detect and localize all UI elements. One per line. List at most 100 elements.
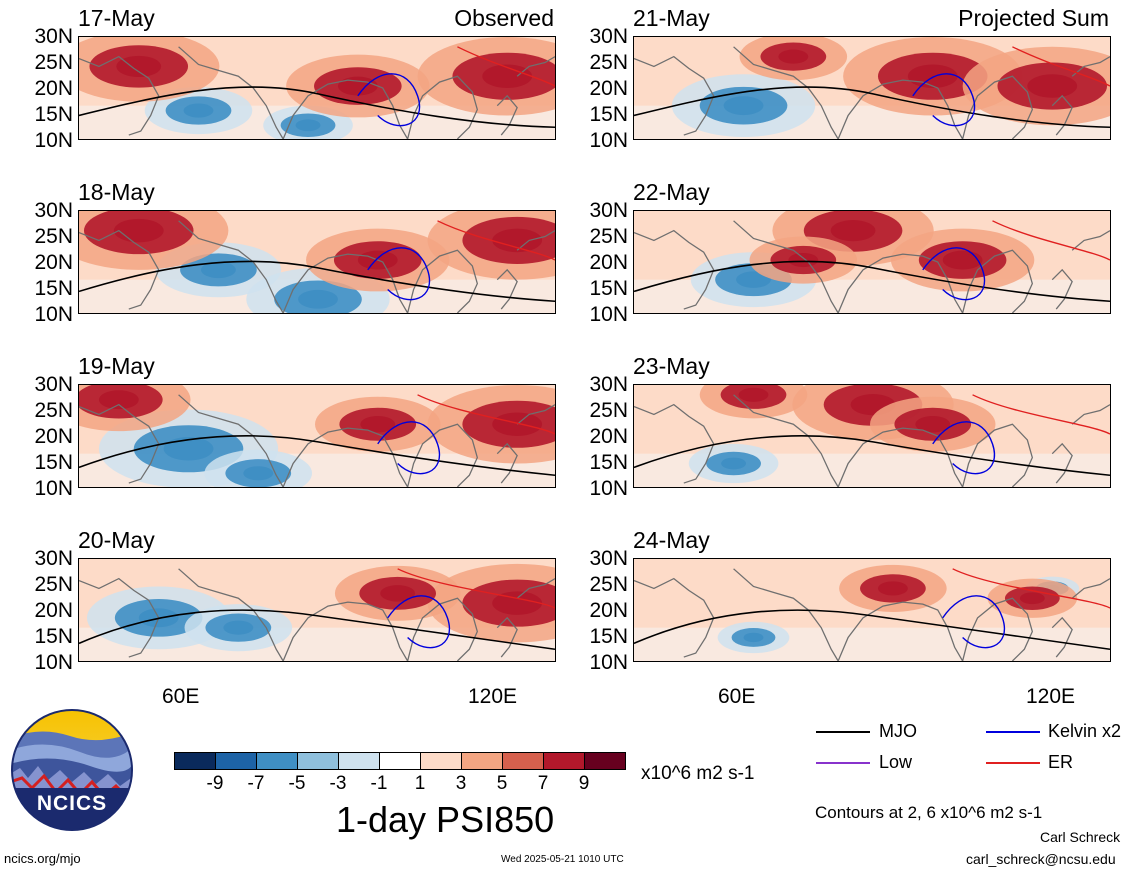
lat-label-10n: 10N xyxy=(589,651,628,674)
lat-label-30n: 30N xyxy=(34,25,73,48)
panel-date-17-may: 17-May xyxy=(78,5,155,31)
lat-label-10n: 10N xyxy=(34,477,73,500)
map-panel-22-may xyxy=(633,210,1111,314)
logo-text: NCICS xyxy=(36,792,108,815)
lat-label-20n: 20N xyxy=(589,77,628,100)
colorbar-cell xyxy=(420,752,462,770)
colorbar-cell xyxy=(379,752,421,770)
lat-label-30n: 30N xyxy=(589,25,628,48)
timestamp: Wed 2025-05-21 1010 UTC xyxy=(501,854,624,865)
lat-label-20n: 20N xyxy=(34,251,73,274)
lat-label-20n: 20N xyxy=(34,599,73,622)
map-panel-17-may xyxy=(78,36,556,140)
colorbar-tick-label: -7 xyxy=(247,773,265,794)
site-url: ncics.org/mjo xyxy=(4,851,81,866)
colorbar-cell xyxy=(461,752,503,770)
colorbar-tick-label: -3 xyxy=(329,773,347,794)
map-panel-19-may xyxy=(78,384,556,488)
legend-label-low: Low xyxy=(879,752,913,772)
lat-label-20n: 20N xyxy=(589,251,628,274)
lon-label-60e-left: 60E xyxy=(162,685,200,708)
ncics-logo: NCICS xyxy=(10,708,134,832)
lat-label-10n: 10N xyxy=(34,129,73,152)
lat-label-25n: 25N xyxy=(589,51,628,74)
colorbar-tick-label: 9 xyxy=(578,773,590,794)
colorbar-tick-label: 5 xyxy=(496,773,508,794)
colorbar-cell xyxy=(215,752,257,770)
map-panel-24-may xyxy=(633,558,1111,662)
lat-label-30n: 30N xyxy=(34,547,73,570)
lat-label-15n: 15N xyxy=(34,277,73,300)
legend-line-low xyxy=(816,762,870,764)
lat-label-25n: 25N xyxy=(34,225,73,248)
lat-label-15n: 15N xyxy=(589,103,628,126)
panel-date-24-may: 24-May xyxy=(633,527,710,553)
panel-date-23-may: 23-May xyxy=(633,353,710,379)
lat-label-30n: 30N xyxy=(34,373,73,396)
panel-date-21-may: 21-May xyxy=(633,5,710,31)
lat-label-25n: 25N xyxy=(34,573,73,596)
lat-label-25n: 25N xyxy=(34,399,73,422)
legend-line-kelvin xyxy=(986,731,1040,733)
map-panel-23-may xyxy=(633,384,1111,488)
legend-line-mjo xyxy=(816,731,870,733)
lat-label-15n: 15N xyxy=(34,451,73,474)
colorbar-cell xyxy=(338,752,380,770)
colorbar-cell xyxy=(502,752,544,770)
colorbar-tick-label: 1 xyxy=(414,773,426,794)
author: Carl Schreck xyxy=(1040,829,1121,845)
colorbar-cell xyxy=(543,752,585,770)
legend-label-kelvin: Kelvin x2 xyxy=(1048,721,1122,741)
map-panel-18-may xyxy=(78,210,556,314)
colorbar-cell xyxy=(297,752,339,770)
lat-label-30n: 30N xyxy=(34,199,73,222)
lat-label-20n: 20N xyxy=(589,599,628,622)
lat-label-25n: 25N xyxy=(589,225,628,248)
map-panel-21-may xyxy=(633,36,1111,140)
colorbar-cell xyxy=(584,752,626,770)
lat-label-30n: 30N xyxy=(589,547,628,570)
panel-tag: Observed xyxy=(454,5,554,31)
lat-label-15n: 15N xyxy=(34,625,73,648)
lat-label-30n: 30N xyxy=(589,199,628,222)
lat-label-30n: 30N xyxy=(589,373,628,396)
figure-title: 1-day PSI850 xyxy=(336,799,555,840)
colorbar-tick-label: -9 xyxy=(206,773,224,794)
map-panel-20-may xyxy=(78,558,556,662)
lon-label-120e-left: 120E xyxy=(468,685,518,708)
panel-date-20-may: 20-May xyxy=(78,527,155,553)
panel-date-19-may: 19-May xyxy=(78,353,155,379)
lat-label-25n: 25N xyxy=(589,573,628,596)
panel-tag: Projected Sum xyxy=(958,5,1109,31)
lat-label-20n: 20N xyxy=(589,425,628,448)
lat-label-25n: 25N xyxy=(34,51,73,74)
lat-label-20n: 20N xyxy=(34,425,73,448)
author-email: carl_schreck@ncsu.edu xyxy=(966,851,1116,867)
legend-label-er: ER xyxy=(1048,752,1074,772)
contour-note: Contours at 2, 6 x10^6 m2 s-1 xyxy=(815,803,1043,822)
panel-date-18-may: 18-May xyxy=(78,179,155,205)
colorbar-cell xyxy=(174,752,216,770)
panel-date-22-may: 22-May xyxy=(633,179,710,205)
colorbar-tick-label: 7 xyxy=(537,773,549,794)
lat-label-15n: 15N xyxy=(589,625,628,648)
lat-label-15n: 15N xyxy=(589,277,628,300)
colorbar-tick-label: -1 xyxy=(370,773,388,794)
lon-label-60e-right: 60E xyxy=(718,685,756,708)
colorbar-tick-label: 3 xyxy=(455,773,467,794)
lat-label-15n: 15N xyxy=(589,451,628,474)
lat-label-10n: 10N xyxy=(34,303,73,326)
lat-label-25n: 25N xyxy=(589,399,628,422)
lat-label-10n: 10N xyxy=(34,651,73,674)
colorbar-tick-label: -5 xyxy=(288,773,306,794)
lat-label-10n: 10N xyxy=(589,477,628,500)
lat-label-10n: 10N xyxy=(589,303,628,326)
colorbar-units: x10^6 m2 s-1 xyxy=(641,763,755,784)
lat-label-15n: 15N xyxy=(34,103,73,126)
legend-line-er xyxy=(986,762,1040,764)
lat-label-10n: 10N xyxy=(589,129,628,152)
legend-label-mjo: MJO xyxy=(879,721,917,741)
lat-label-20n: 20N xyxy=(34,77,73,100)
lon-label-120e-right: 120E xyxy=(1026,685,1076,708)
colorbar-cell xyxy=(256,752,298,770)
